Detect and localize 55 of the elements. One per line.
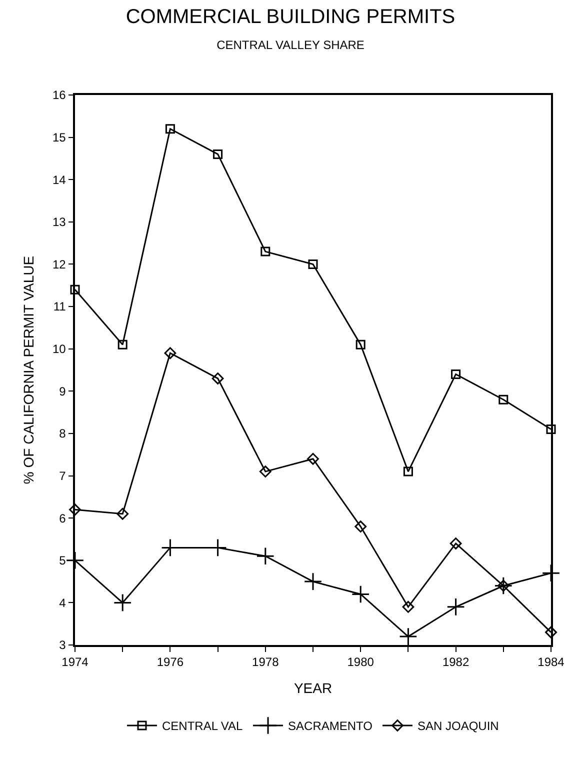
y-tick-label: 10 [52,342,66,356]
y-tick-label: 15 [52,130,66,145]
x-tick-label: 1980 [347,655,374,670]
point [402,600,414,613]
x-tick-label: 1984 [538,655,565,670]
y-tick-label: 12 [52,257,66,272]
y-axis-title: % OF CALIFORNIA PERMIT VALUE [20,256,37,484]
point [356,340,366,350]
y-tick-label: 3 [59,638,66,652]
legend-label: SAN JOAQUIN [417,719,499,734]
point [116,508,129,520]
point [70,284,80,294]
chart-title: COMMERCIAL BUILDING PERMITS [126,6,456,28]
point [542,564,560,582]
y-tick-label: 11 [53,300,66,314]
point [213,149,223,159]
point [446,598,465,616]
point [260,246,270,256]
legend-label: SACRAMENTO [288,719,372,734]
point [354,520,367,532]
point [403,466,413,476]
y-tick-label: 16 [52,88,66,102]
point [259,466,272,478]
y-tick-label: 7 [59,468,66,483]
point [450,538,462,550]
y-tick-label: 5 [59,554,66,568]
chart-subtitle: CENTRAL VALLEY SHARE [216,38,364,52]
point [308,259,318,269]
y-tick-label: 6 [59,511,66,526]
x-tick-label: 1976 [156,655,184,670]
x-tick-label: 1982 [442,655,470,670]
point [164,347,176,360]
point [212,372,224,384]
x-tick-label: 1978 [252,655,280,670]
point [451,369,461,379]
point [69,504,81,516]
point [307,452,319,465]
point [351,585,370,604]
x-tick-label: 1974 [62,655,89,670]
y-tick-label: 9 [59,384,66,398]
y-tick-label: 4 [59,596,66,610]
point [545,626,557,638]
y-tick-label: 8 [59,426,66,441]
point [165,124,175,134]
point [66,551,84,570]
point [304,572,322,591]
y-tick-label: 13 [52,215,66,230]
legend-label: CENTRAL VAL [162,719,244,734]
point [113,594,132,612]
point [118,340,128,350]
y-tick-label: 14 [52,172,66,187]
point [498,394,508,404]
point [256,547,275,566]
x-axis-title: YEAR [294,680,332,696]
point [546,424,556,434]
